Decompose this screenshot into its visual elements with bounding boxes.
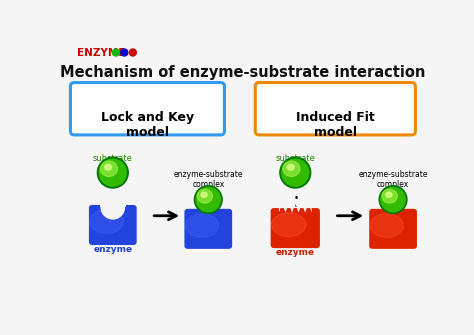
Text: Induced Fit
model: Induced Fit model bbox=[296, 111, 375, 139]
Ellipse shape bbox=[201, 192, 207, 197]
FancyBboxPatch shape bbox=[71, 82, 225, 135]
Text: substrate: substrate bbox=[275, 154, 315, 163]
Ellipse shape bbox=[379, 186, 407, 213]
Ellipse shape bbox=[196, 188, 220, 212]
Text: enzyme-substrate
complex: enzyme-substrate complex bbox=[173, 170, 243, 189]
Polygon shape bbox=[279, 199, 312, 213]
Ellipse shape bbox=[287, 164, 294, 170]
Text: +: + bbox=[288, 193, 303, 211]
Text: Mechanism of enzyme-substrate interaction: Mechanism of enzyme-substrate interactio… bbox=[60, 65, 426, 80]
Ellipse shape bbox=[194, 186, 222, 213]
Ellipse shape bbox=[382, 189, 397, 203]
Circle shape bbox=[101, 196, 125, 219]
Ellipse shape bbox=[272, 213, 306, 237]
Ellipse shape bbox=[381, 188, 405, 212]
Text: enzyme: enzyme bbox=[276, 248, 315, 257]
Ellipse shape bbox=[100, 159, 126, 186]
Text: ENZYME: ENZYME bbox=[77, 48, 126, 58]
Circle shape bbox=[121, 49, 128, 56]
Ellipse shape bbox=[280, 157, 310, 188]
FancyBboxPatch shape bbox=[271, 208, 320, 248]
Text: +: + bbox=[105, 193, 120, 211]
Ellipse shape bbox=[97, 157, 128, 188]
Text: Lock and Key
model: Lock and Key model bbox=[101, 111, 194, 139]
Ellipse shape bbox=[283, 161, 300, 177]
FancyBboxPatch shape bbox=[100, 190, 126, 206]
Ellipse shape bbox=[386, 192, 392, 197]
FancyBboxPatch shape bbox=[89, 205, 137, 245]
Circle shape bbox=[112, 49, 119, 56]
Text: enzyme-substrate
complex: enzyme-substrate complex bbox=[358, 170, 428, 189]
Text: substrate: substrate bbox=[93, 154, 133, 163]
Ellipse shape bbox=[185, 214, 219, 237]
Ellipse shape bbox=[100, 161, 118, 177]
FancyBboxPatch shape bbox=[369, 209, 417, 249]
Ellipse shape bbox=[282, 159, 309, 186]
Ellipse shape bbox=[105, 164, 112, 170]
FancyBboxPatch shape bbox=[255, 82, 415, 135]
Text: enzyme: enzyme bbox=[93, 245, 132, 254]
FancyBboxPatch shape bbox=[184, 209, 232, 249]
Circle shape bbox=[129, 49, 137, 56]
Ellipse shape bbox=[197, 189, 212, 203]
Ellipse shape bbox=[90, 210, 123, 233]
Ellipse shape bbox=[370, 214, 403, 237]
